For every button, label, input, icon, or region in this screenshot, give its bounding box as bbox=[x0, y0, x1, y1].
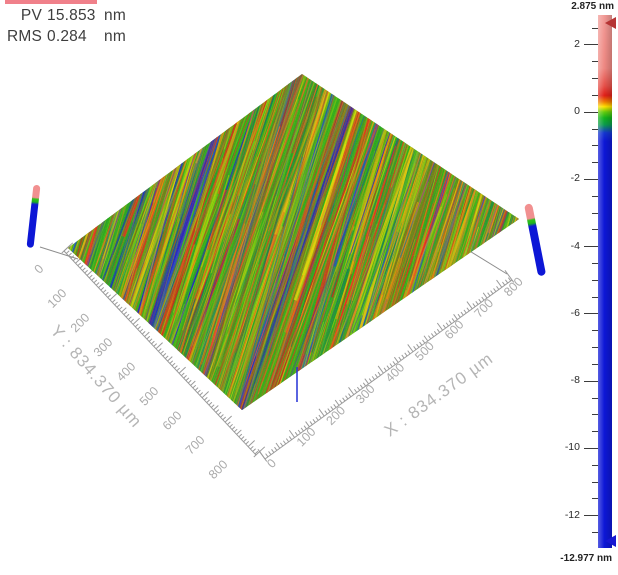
y-axis-ruler-tick-label: 0 bbox=[32, 262, 47, 277]
colorbar-tick-label: -8 bbox=[570, 374, 580, 387]
stats-readout: PV 15.853 nm RMS 0.284 nm bbox=[4, 7, 130, 46]
colorbar-tick bbox=[592, 212, 598, 214]
x-axis-ruler-tick-label: 400 bbox=[383, 360, 408, 385]
colorbar-tick bbox=[592, 532, 598, 533]
x-axis-ruler-tick-label: 600 bbox=[442, 317, 467, 342]
y-axis-ruler-tick-label: 600 bbox=[160, 408, 185, 433]
z-colorbar[interactable] bbox=[598, 15, 612, 548]
colorbar-tick bbox=[592, 145, 598, 147]
y-axis-ruler-tick-label: 500 bbox=[137, 384, 162, 409]
colorbar-tick bbox=[592, 27, 598, 29]
x-axis-ruler-tick-label: 300 bbox=[353, 382, 378, 407]
colorbar-tick bbox=[592, 397, 598, 399]
colorbar-tick bbox=[592, 78, 598, 79]
y-axis-ruler-tick-label: 100 bbox=[45, 286, 70, 311]
colorbar-tick bbox=[584, 313, 598, 315]
colorbar-tick-label: -10 bbox=[564, 441, 580, 454]
colorbar-tick bbox=[592, 279, 598, 281]
colorbar-tick-label: -4 bbox=[570, 239, 580, 252]
colorbar-tick-label: 0 bbox=[574, 105, 580, 118]
colorbar-tick bbox=[592, 498, 598, 500]
colorbar-tick-label: -12 bbox=[564, 508, 580, 521]
x-axis-ruler-tick-label: 100 bbox=[294, 425, 319, 450]
right-zscale-pin bbox=[524, 203, 546, 276]
x-axis-ruler-tick-label: 700 bbox=[471, 296, 496, 321]
x-axis-ruler-tick-label: 0 bbox=[264, 456, 279, 471]
colorbar-tick bbox=[584, 380, 598, 382]
colorbar-tick-label: -2 bbox=[570, 172, 580, 185]
colorbar-tick bbox=[592, 414, 598, 416]
colorbar-max-marker[interactable] bbox=[605, 17, 616, 29]
y-axis-ruler-tick-label: 400 bbox=[114, 359, 139, 384]
x-axis-ruler-tick-label: 500 bbox=[412, 339, 437, 364]
rms-label: RMS bbox=[6, 28, 42, 45]
pv-label: PV bbox=[20, 7, 42, 24]
rms-value: 0.284 bbox=[47, 28, 87, 45]
colorbar-tick bbox=[592, 162, 598, 164]
colorbar-tick bbox=[592, 128, 598, 130]
x-axis-ruler-tick-label: 800 bbox=[501, 275, 526, 300]
colorbar-tick bbox=[584, 44, 598, 46]
colorbar-tick bbox=[584, 515, 598, 517]
y-axis-ruler-tick-label: 200 bbox=[68, 311, 93, 336]
y-axis-ruler-tick-label: 800 bbox=[206, 457, 231, 482]
colorbar-tick bbox=[592, 330, 598, 332]
colorbar-tick bbox=[592, 195, 598, 197]
colorbar-tick bbox=[592, 431, 598, 433]
colorbar-tick bbox=[592, 263, 598, 264]
pv-value: 15.853 bbox=[47, 7, 96, 24]
rms-unit: nm bbox=[104, 28, 126, 45]
y-axis-ruler-tick-label: 700 bbox=[183, 433, 208, 458]
y-axis-ruler-tick-label: 300 bbox=[91, 335, 116, 360]
pv-unit: nm bbox=[104, 7, 126, 24]
colorbar-min-marker[interactable] bbox=[605, 535, 616, 547]
colorbar-tick bbox=[584, 178, 598, 180]
colorbar-tick bbox=[584, 447, 598, 449]
colorbar-tick bbox=[592, 229, 598, 231]
x-axis-ruler-tick-label: 200 bbox=[323, 403, 348, 428]
colorbar-tick bbox=[584, 246, 598, 248]
colorbar-tick bbox=[592, 347, 598, 348]
colorbar-tick bbox=[592, 296, 598, 298]
colorbar-tick bbox=[592, 481, 598, 483]
left-zscale-pin bbox=[26, 184, 41, 248]
colorbar-tick-label: -6 bbox=[570, 306, 580, 319]
truncated-red-strip bbox=[5, 0, 97, 4]
colorbar-tick bbox=[592, 94, 598, 96]
colorbar-min-label: -12.977 nm bbox=[560, 553, 612, 564]
colorbar-tick bbox=[592, 61, 598, 63]
colorbar-tick bbox=[592, 363, 598, 365]
colorbar-tick bbox=[584, 111, 598, 113]
colorbar-max-label: 2.875 nm bbox=[571, 1, 614, 12]
colorbar-tick bbox=[592, 464, 598, 466]
colorbar-tick-label: 2 bbox=[574, 37, 580, 50]
